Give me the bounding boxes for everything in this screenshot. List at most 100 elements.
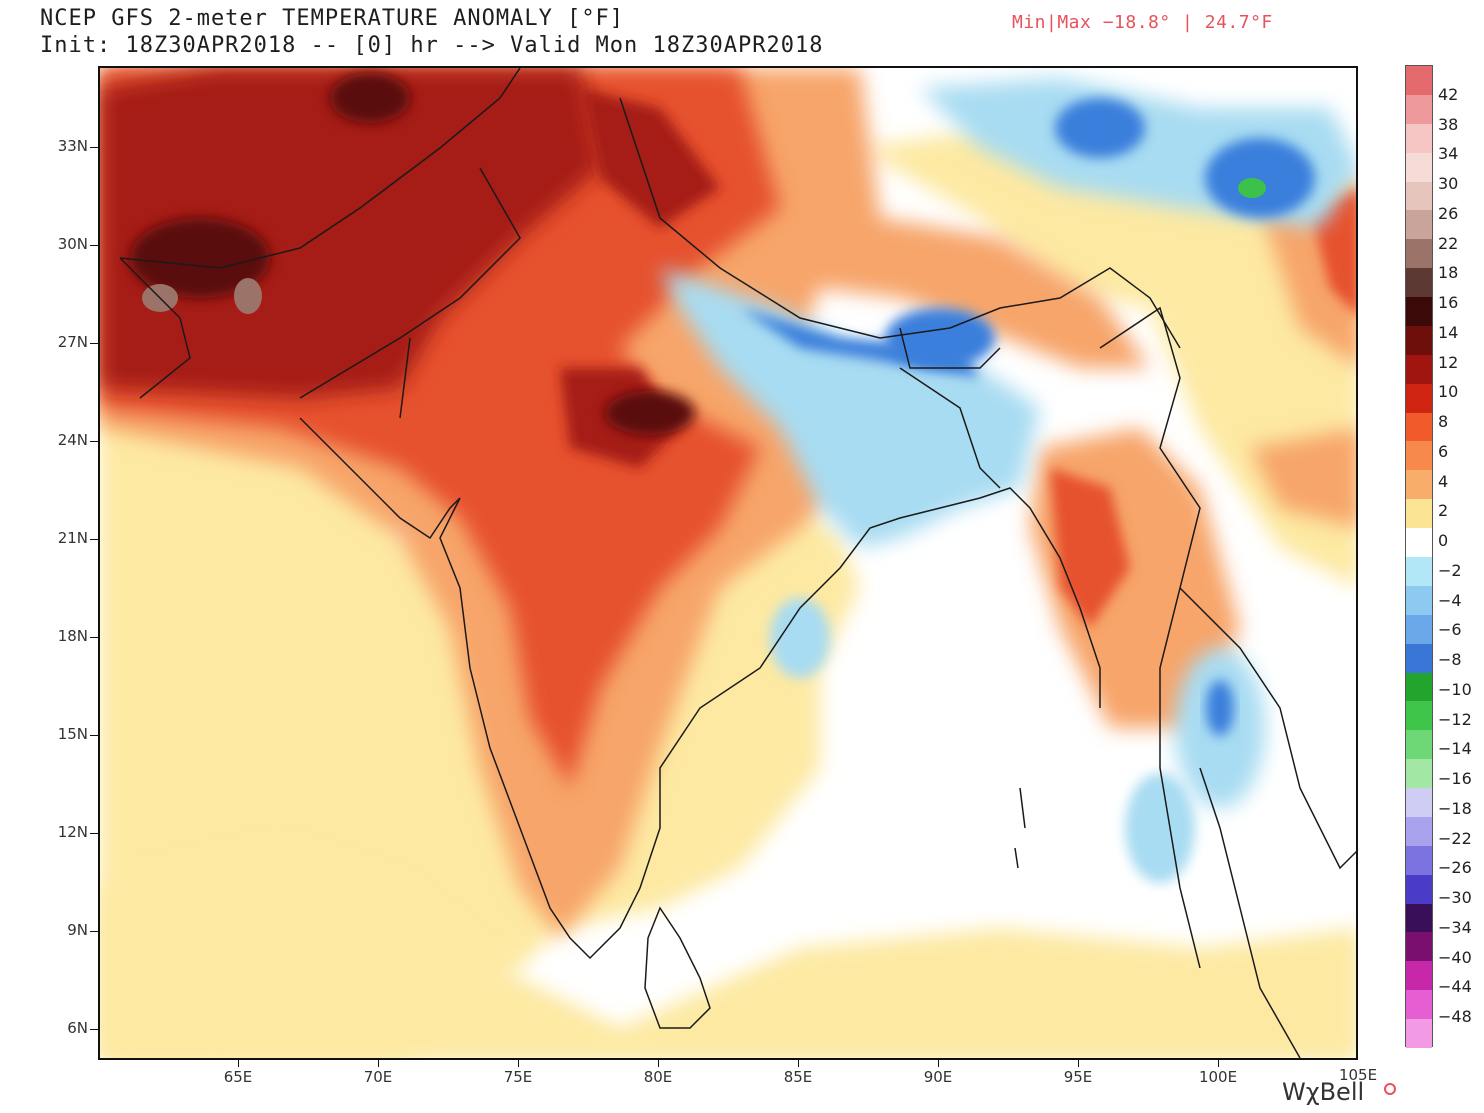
colorbar-segment	[1406, 470, 1432, 500]
anomaly-field-hot-dark	[130, 73, 695, 435]
colorbar-segment	[1406, 94, 1432, 125]
colorbar-segment	[1406, 701, 1432, 731]
colorbar-label: 22	[1438, 233, 1459, 253]
colorbar-segment	[1406, 903, 1432, 933]
lat-tick	[90, 539, 98, 540]
lat-tick	[90, 833, 98, 834]
lat-label-21n: 21N	[57, 529, 88, 547]
colorbar-label: −4	[1438, 590, 1462, 610]
lon-label-105e: 105E	[1338, 1066, 1378, 1084]
colorbar-label: −2	[1438, 560, 1462, 580]
colorbar-label: −40	[1438, 947, 1472, 967]
colorbar-segment	[1406, 528, 1432, 558]
temperature-anomaly-map	[98, 66, 1358, 1060]
colorbar-segment	[1406, 816, 1432, 847]
colorbar-segment	[1406, 152, 1432, 183]
colorbar-segment	[1406, 614, 1432, 645]
colorbar-segment	[1406, 585, 1432, 616]
colorbar-label: −8	[1438, 650, 1462, 670]
colorbar-label: −22	[1438, 828, 1472, 848]
colorbar-label: −44	[1438, 977, 1472, 997]
lat-tick	[90, 931, 98, 932]
colorbar-label: 34	[1438, 144, 1459, 164]
colorbar-segment	[1406, 1019, 1432, 1049]
colorbar-segment	[1406, 297, 1432, 327]
lon-label-100e: 100E	[1198, 1068, 1238, 1086]
lat-tick	[90, 441, 98, 442]
lat-label-9n: 9N	[67, 921, 88, 939]
lon-tick	[938, 1060, 939, 1067]
colorbar-segment	[1406, 845, 1432, 876]
lon-label-75e: 75E	[503, 1068, 533, 1086]
colorbar-label: 2	[1438, 501, 1449, 521]
colorbar-label: 16	[1438, 293, 1459, 313]
lat-label-12n: 12N	[57, 823, 88, 841]
lat-tick	[90, 735, 98, 736]
colorbar-label: 6	[1438, 441, 1449, 461]
colorbar-label: −26	[1438, 858, 1472, 878]
colorbar-segment	[1406, 961, 1432, 991]
colorbar-label: −48	[1438, 1007, 1472, 1027]
colorbar-segment	[1406, 990, 1432, 1020]
map-title: NCEP GFS 2-meter TEMPERATURE ANOMALY [°F…	[40, 6, 625, 31]
colorbar-label: −6	[1438, 620, 1462, 640]
lon-tick	[378, 1060, 379, 1067]
colorbar-segment	[1406, 730, 1432, 760]
lat-label-27n: 27N	[57, 333, 88, 351]
logo-dot-icon	[1384, 1083, 1396, 1095]
lon-label-65e: 65E	[223, 1068, 253, 1086]
lon-tick	[658, 1060, 659, 1067]
colorbar-label: 4	[1438, 471, 1449, 491]
colorbar-segment	[1406, 412, 1432, 442]
colorbar-label: −14	[1438, 739, 1472, 759]
lat-tick	[90, 245, 98, 246]
colorbar-segment	[1406, 788, 1432, 818]
colorbar-label: −10	[1438, 679, 1472, 699]
colorbar-segment	[1406, 672, 1432, 702]
colorbar-label: −34	[1438, 917, 1472, 937]
coastlines-and-borders	[119, 68, 1356, 1058]
lon-label-80e: 80E	[643, 1068, 673, 1086]
colorbar-label: 18	[1438, 263, 1459, 283]
colorbar-segment	[1406, 932, 1432, 962]
map-subtitle: Init: 18Z30APR2018 -- [0] hr --> Valid M…	[40, 33, 824, 58]
lat-tick	[90, 343, 98, 344]
lat-label-24n: 24N	[57, 431, 88, 449]
colorbar-segment	[1406, 499, 1432, 529]
colorbar-segment	[1406, 239, 1432, 269]
colorbar-segment	[1406, 268, 1432, 298]
lon-tick	[238, 1060, 239, 1067]
min-max-readout: Min|Max −18.8° | 24.7°F	[1012, 12, 1273, 33]
lat-tick	[90, 147, 98, 148]
lat-label-33n: 33N	[57, 137, 88, 155]
colorbar-label: 8	[1438, 412, 1449, 432]
colorbar-segment	[1406, 383, 1432, 414]
colorbar-segment	[1406, 181, 1432, 211]
lon-label-70e: 70E	[363, 1068, 393, 1086]
anomaly-field-cold	[740, 98, 1315, 736]
lon-tick	[1218, 1060, 1219, 1067]
lon-tick	[798, 1060, 799, 1067]
colorbar-segment	[1406, 325, 1432, 356]
colorbar-label: −30	[1438, 888, 1472, 908]
colorbar-label: 30	[1438, 174, 1459, 194]
lat-tick	[90, 1029, 98, 1030]
colorbar-segment	[1406, 557, 1432, 587]
colorbar-label: 42	[1438, 84, 1459, 104]
colorbar-label: −18	[1438, 798, 1472, 818]
lon-label-90e: 90E	[923, 1068, 953, 1086]
colorbar-label: 12	[1438, 352, 1459, 372]
lat-tick	[90, 637, 98, 638]
wxbell-logo: WχBell	[1282, 1078, 1365, 1106]
lon-tick	[1078, 1060, 1079, 1067]
lon-label-85e: 85E	[783, 1068, 813, 1086]
lon-label-95e: 95E	[1063, 1068, 1093, 1086]
colorbar-label: 26	[1438, 203, 1459, 223]
lat-label-15n: 15N	[57, 725, 88, 743]
colorbar-label: −16	[1438, 769, 1472, 789]
colorbar-label: −12	[1438, 709, 1472, 729]
colorbar-segment	[1406, 759, 1432, 789]
lat-label-30n: 30N	[57, 235, 88, 253]
colorbar-segment	[1406, 66, 1432, 96]
lon-tick	[518, 1060, 519, 1067]
